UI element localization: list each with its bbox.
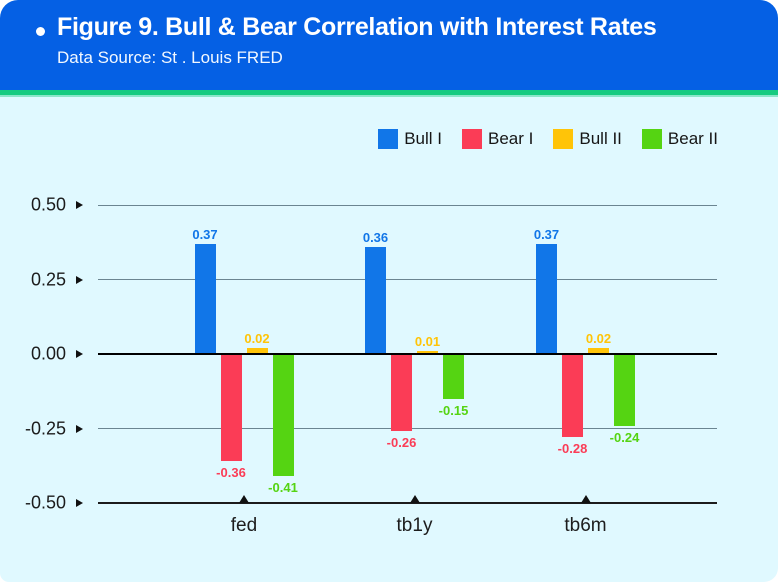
bar-bull-i bbox=[365, 246, 386, 354]
legend-label: Bull I bbox=[404, 129, 443, 148]
legend-swatch-icon bbox=[641, 129, 662, 149]
divider-light-bar bbox=[0, 95, 778, 97]
bar-bear-ii bbox=[614, 354, 635, 426]
bar-value-label-bear-ii: -0.41 bbox=[268, 480, 298, 496]
zero-axis-line bbox=[98, 353, 717, 355]
legend-swatch-icon bbox=[378, 129, 399, 149]
x-axis-category-label: fed bbox=[230, 515, 258, 536]
figure-title: Figure 9. Bull & Bear Correlation with I… bbox=[57, 13, 657, 41]
legend-item-bull-i: Bull I bbox=[378, 129, 442, 149]
category-marker-icon bbox=[580, 495, 591, 503]
legend: Bull I Bear I Bull II Bear II bbox=[378, 129, 718, 149]
bar-bull-i bbox=[536, 243, 557, 354]
x-axis-category-label: tb1y bbox=[396, 515, 433, 536]
bar-bull-ii bbox=[246, 348, 268, 354]
y-tick-arrow-icon bbox=[76, 499, 83, 507]
legend-label: Bull II bbox=[579, 129, 622, 148]
x-axis-base-line bbox=[98, 502, 717, 504]
bar-bear-ii bbox=[272, 354, 294, 477]
legend-item-bear-ii: Bear II bbox=[641, 129, 718, 149]
y-axis-tick-label: -0.50 bbox=[24, 492, 66, 513]
legend-swatch-icon bbox=[553, 129, 574, 149]
legend-swatch-icon bbox=[462, 129, 483, 149]
bar-value-label-bear-ii: -0.15 bbox=[438, 402, 469, 418]
x-axis-category-label: tb6m bbox=[564, 515, 607, 536]
bar-value-label-bull-i: 0.36 bbox=[362, 229, 389, 245]
y-tick-arrow-icon bbox=[76, 275, 83, 284]
divider-green-bar bbox=[0, 90, 778, 95]
y-tick-arrow-icon bbox=[76, 201, 83, 209]
bar-bull-i bbox=[194, 243, 216, 354]
category-marker-icon bbox=[239, 495, 249, 503]
gridline bbox=[98, 204, 717, 206]
bullet-icon bbox=[36, 27, 45, 36]
bar-bull-ii bbox=[588, 348, 609, 354]
y-tick-arrow-icon bbox=[76, 350, 83, 358]
legend-label: Bear II bbox=[667, 129, 718, 148]
bar-value-label-bear-i: -0.36 bbox=[216, 465, 246, 481]
y-axis-tick-label: 0.50 bbox=[30, 194, 66, 215]
bar-value-label-bear-ii: -0.24 bbox=[609, 429, 640, 445]
bar-bull-ii bbox=[417, 351, 438, 354]
legend-label: Bear I bbox=[488, 129, 534, 148]
figure-header: Figure 9. Bull & Bear Correlation with I… bbox=[0, 0, 778, 90]
y-axis-tick-label: 0.25 bbox=[30, 269, 66, 289]
bar-value-label-bull-ii: 0.01 bbox=[414, 334, 441, 350]
bar-bear-i bbox=[220, 354, 242, 462]
legend-item-bull-ii: Bull II bbox=[553, 129, 622, 149]
bar-bear-i bbox=[391, 354, 412, 432]
y-tick-arrow-icon bbox=[76, 424, 83, 433]
bar-value-label-bull-ii: 0.02 bbox=[585, 331, 612, 347]
y-axis-tick-label: -0.25 bbox=[24, 418, 66, 438]
data-source-subtitle: Data Source: St . Louis FRED bbox=[57, 48, 283, 67]
gridline bbox=[98, 279, 717, 280]
bar-value-label-bull-i: 0.37 bbox=[533, 226, 560, 242]
bar-value-label-bull-ii: 0.02 bbox=[244, 331, 270, 347]
bar-bear-ii bbox=[443, 354, 464, 399]
y-axis-tick-label: 0.00 bbox=[30, 343, 66, 364]
bar-bear-i bbox=[562, 354, 583, 438]
category-marker-icon bbox=[409, 495, 420, 503]
bar-value-label-bear-i: -0.28 bbox=[557, 441, 588, 457]
bar-value-label-bear-i: -0.26 bbox=[386, 435, 417, 451]
bar-value-label-bull-i: 0.37 bbox=[192, 226, 218, 242]
legend-item-bear-i: Bear I bbox=[462, 129, 533, 149]
